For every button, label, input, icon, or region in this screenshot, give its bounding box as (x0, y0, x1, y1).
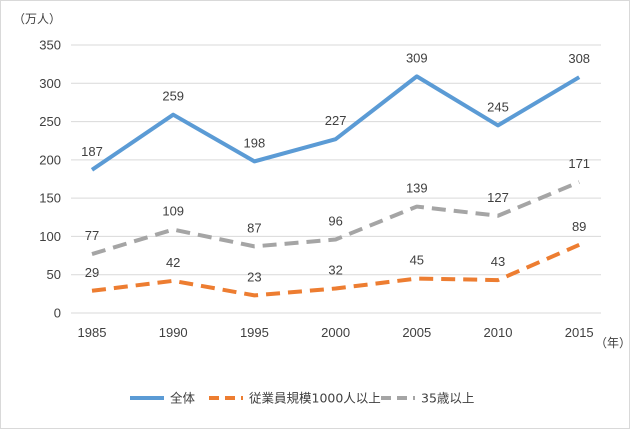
data-label-s0-1990: 259 (162, 89, 184, 104)
data-label-s2-1985: 77 (85, 228, 99, 243)
x-tick-1995: 1995 (240, 325, 269, 340)
data-label-s1-2000: 32 (328, 262, 342, 277)
data-label-s1-1995: 23 (247, 269, 261, 284)
y-tick-150: 150 (39, 191, 61, 206)
x-tick-1985: 1985 (78, 325, 107, 340)
y-tick-100: 100 (39, 229, 61, 244)
data-label-s1-2010: 43 (491, 254, 505, 269)
x-tick-2010: 2010 (484, 325, 513, 340)
data-label-s2-2010: 127 (487, 190, 509, 205)
y-tick-50: 50 (47, 267, 61, 282)
x-tick-1990: 1990 (159, 325, 188, 340)
x-tick-2000: 2000 (321, 325, 350, 340)
data-labels: 187 259 198 227 309 245 308 29 42 23 32 45 43 89 77 109… (81, 50, 590, 284)
series-lines (90, 74, 581, 298)
legend-label-0: 全体 (170, 391, 196, 406)
y-tick-350: 350 (39, 38, 61, 53)
legend-label-2: 35歳以上 (421, 391, 474, 406)
x-tick-labels: 1985 1990 1995 2000 2005 2010 2015 (78, 325, 594, 340)
data-label-s2-1995: 87 (247, 220, 261, 235)
data-label-s0-2000: 227 (325, 113, 347, 128)
data-label-s0-2010: 245 (487, 99, 509, 114)
legend: 全体 従業員規模1000人以上 35歳以上 (130, 391, 474, 406)
data-label-s1-2005: 45 (410, 253, 424, 268)
data-label-s0-1985: 187 (81, 144, 103, 159)
data-label-s0-2005: 309 (406, 50, 428, 65)
y-tick-300: 300 (39, 76, 61, 91)
y-tick-200: 200 (39, 152, 61, 167)
data-label-s2-2000: 96 (328, 213, 342, 228)
data-label-s0-2015: 308 (568, 51, 590, 66)
x-tick-2005: 2005 (402, 325, 431, 340)
data-label-s0-1995: 198 (244, 135, 266, 150)
data-label-s2-1990: 109 (162, 204, 184, 219)
grid-lines (71, 44, 601, 314)
data-label-s2-2015: 171 (568, 156, 590, 171)
y-axis-unit: （万人） (13, 12, 61, 26)
data-label-s1-1990: 42 (166, 255, 180, 270)
x-axis-unit: （年） (595, 336, 629, 350)
x-tick-2015: 2015 (565, 325, 594, 340)
y-tick-250: 250 (39, 114, 61, 129)
y-tick-0: 0 (54, 306, 61, 321)
legend-label-1: 従業員規模1000人以上 (249, 391, 381, 406)
data-label-s1-1985: 29 (85, 265, 99, 280)
y-tick-labels: 0 50 100 150 200 250 300 350 (39, 38, 61, 321)
data-label-s2-2005: 139 (406, 181, 428, 196)
data-label-s1-2015: 89 (572, 219, 586, 234)
